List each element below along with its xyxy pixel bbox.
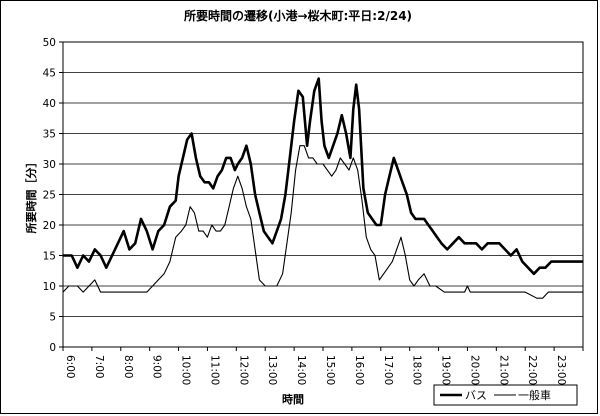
y-axis-label: 所要時間［分］ (24, 157, 38, 234)
x-tick-label: 15:00 (324, 355, 336, 385)
car-series-line (62, 145, 583, 299)
y-tick-label: 15 (43, 251, 56, 263)
y-tick-label: 35 (43, 129, 56, 141)
x-tick-label: 18:00 (411, 355, 423, 385)
x-tick-label: 9:00 (151, 355, 163, 379)
y-tick-label: 10 (43, 281, 56, 293)
y-tick-label: 5 (49, 312, 56, 324)
x-tick-label: 17:00 (382, 355, 394, 385)
legend-label-car: 一般車 (518, 388, 551, 402)
x-axis-ticks: 6:00 7:00 8:00 9:00 10:00 11:00 12:00 13:00 14:0… (62, 347, 584, 385)
legend-label-bus: バス (465, 389, 487, 402)
x-tick-label: 22:00 (526, 355, 538, 385)
y-tick-label: 40 (43, 98, 56, 110)
x-tick-label: 7:00 (93, 355, 105, 379)
series-lines (62, 77, 583, 299)
x-tick-label: 23:00 (555, 355, 567, 385)
x-tick-label: 10:00 (180, 355, 192, 385)
x-tick-label: 20:00 (468, 355, 480, 385)
x-tick-label: 8:00 (122, 355, 134, 379)
x-tick-label: 12:00 (237, 355, 249, 385)
y-tick-label: 25 (43, 190, 56, 202)
x-tick-label: 11:00 (208, 355, 220, 385)
y-tick-label: 50 (43, 37, 56, 49)
bus-series-line (63, 77, 583, 276)
y-tick-label: 0 (49, 342, 56, 354)
y-axis-ticks: 0 5 10 15 20 25 30 35 40 45 50 (43, 37, 63, 354)
y-tick-label: 30 (43, 159, 56, 171)
x-tick-label: 19:00 (440, 355, 452, 385)
x-tick-label: 13:00 (266, 355, 278, 385)
x-tick-label: 16:00 (353, 355, 365, 385)
y-tick-label: 45 (43, 68, 56, 80)
x-tick-label: 14:00 (295, 355, 307, 385)
x-tick-label: 6:00 (64, 355, 76, 379)
x-tick-label: 21:00 (497, 355, 509, 385)
x-axis-label: 時間 (282, 392, 304, 406)
legend: バス 一般車 (433, 384, 578, 406)
chart-title: 所要時間の遷移(小港→桜木町:平日:2/24) (184, 8, 412, 23)
y-tick-label: 20 (43, 220, 56, 232)
